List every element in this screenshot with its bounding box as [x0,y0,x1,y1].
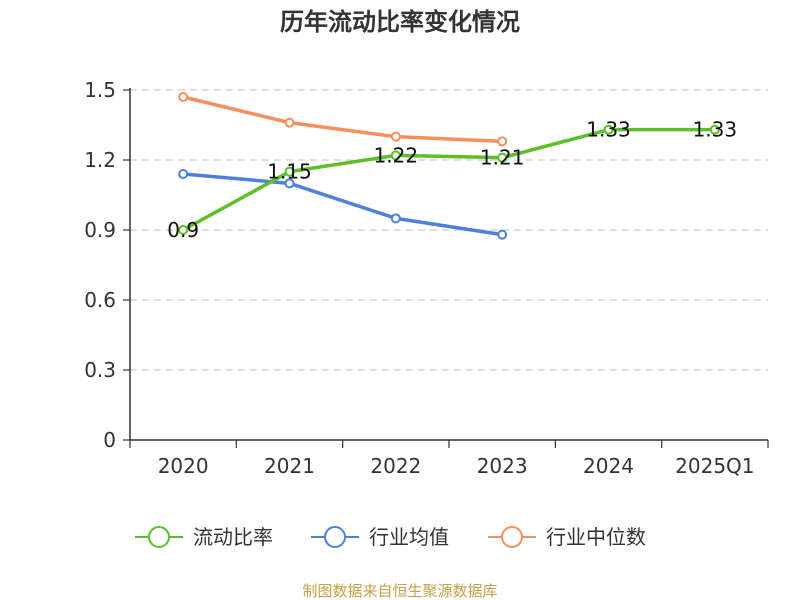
x-tick-label: 2024 [583,454,634,478]
data-label: 1.33 [586,118,631,142]
data-point [178,225,189,235]
data-point [284,117,295,128]
data-point [709,124,720,135]
x-tick-label: 2020 [158,454,209,478]
x-tick-label: 2022 [370,454,421,478]
series-line [181,172,504,237]
data-point [178,169,189,179]
y-tick-label: 0.3 [84,358,116,382]
legend-label: 行业均值 [369,525,449,549]
data-point [390,150,401,161]
data-point [390,131,401,142]
legend-marker [501,526,523,548]
data-point [284,178,295,189]
data-point [390,213,401,224]
legend-marker [324,526,346,548]
data-label: 1.33 [693,118,738,142]
y-tick-label: 0.6 [84,288,116,312]
legend-label: 流动比率 [193,525,273,549]
data-label: 1.22 [374,143,419,167]
data-point [497,136,508,147]
data-point [178,92,189,102]
data-point [284,166,295,177]
x-tick-label: 2025Q1 [675,454,754,478]
y-tick-label: 1.2 [84,148,116,172]
legend-label: 行业中位数 [546,525,646,549]
y-tick-label: 0 [103,428,116,452]
chart-title: 历年流动比率变化情况 [280,8,520,36]
y-tick-label: 1.5 [84,78,116,102]
x-tick-label: 2021 [264,454,315,478]
data-point [497,229,508,240]
y-tick-label: 0.9 [84,218,116,242]
legend-marker [148,526,170,548]
x-tick-label: 2023 [477,454,528,478]
data-point [603,124,614,135]
source-note: 制图数据来自恒生聚源数据库 [302,582,497,600]
data-label: 1.21 [480,146,525,170]
data-label: 0.9 [167,218,199,242]
data-point [497,152,508,163]
series-line [181,95,504,144]
data-label: 1.15 [267,160,312,184]
series-line [181,127,717,232]
